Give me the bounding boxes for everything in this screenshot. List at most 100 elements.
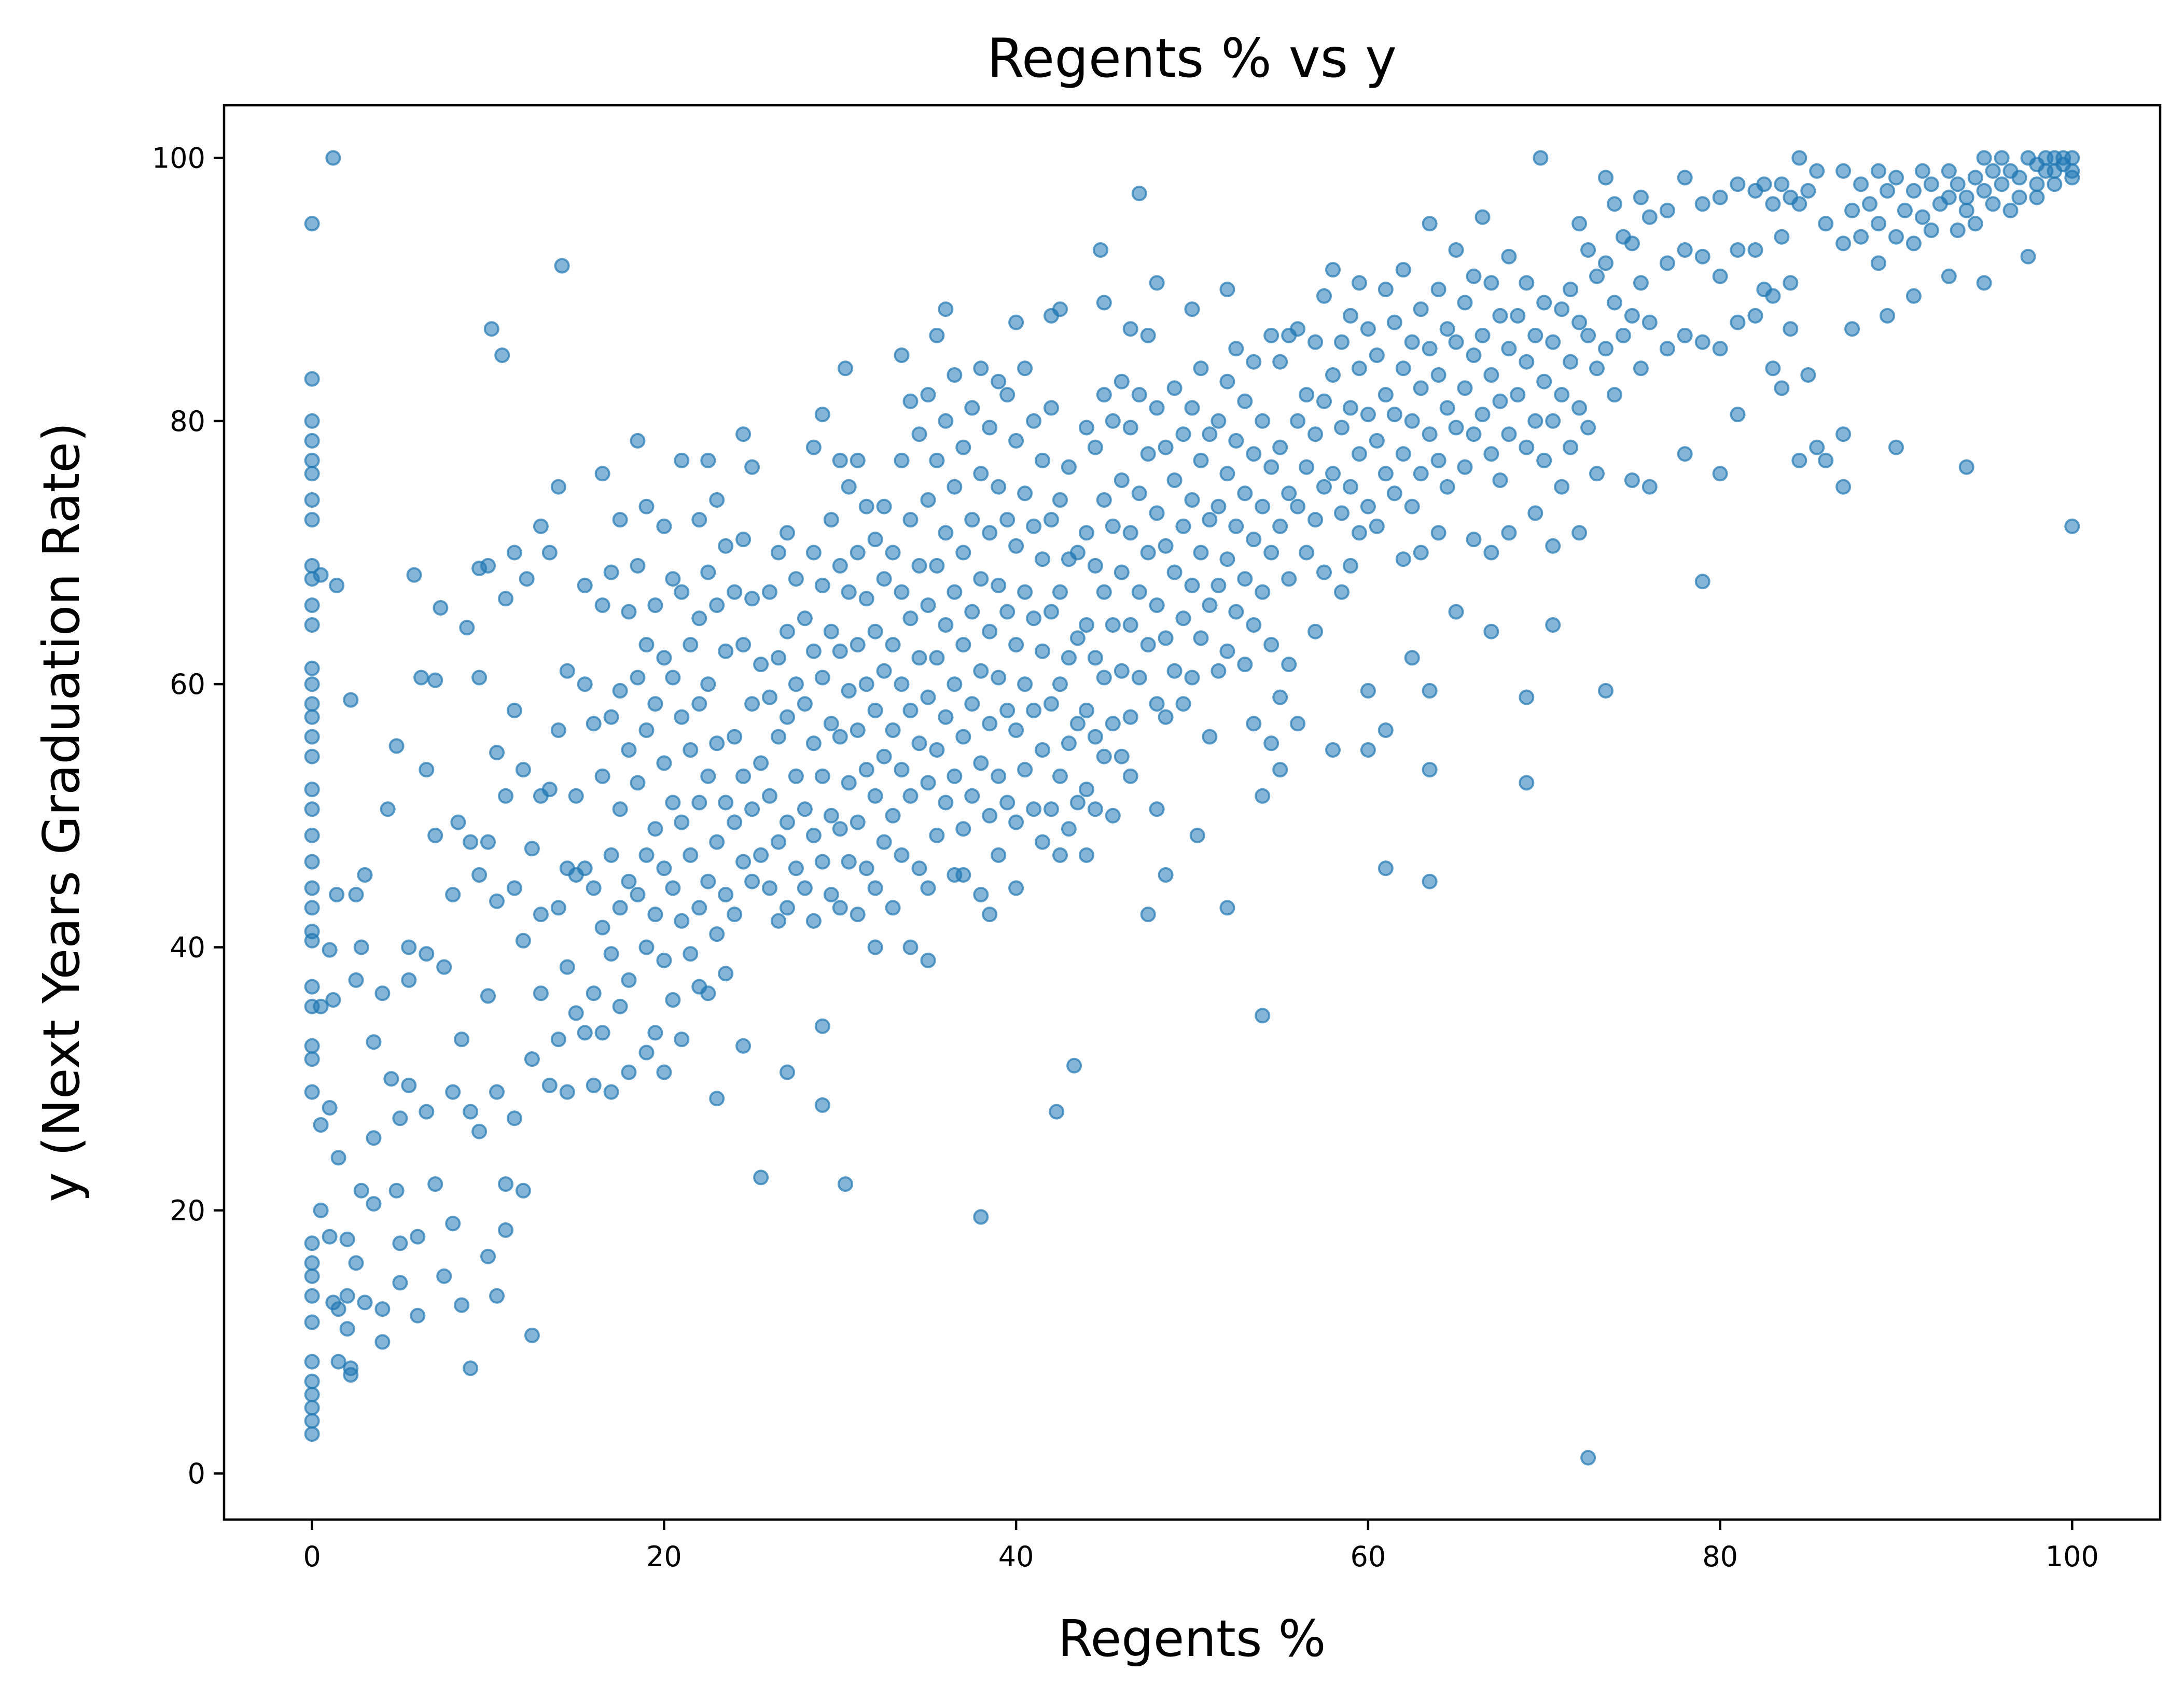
- data-point: [1430, 282, 1446, 298]
- data-point: [1255, 498, 1271, 514]
- data-point: [1149, 597, 1165, 613]
- data-point: [955, 729, 971, 745]
- data-point: [1061, 735, 1077, 751]
- data-point: [938, 709, 954, 725]
- data-point: [885, 722, 901, 738]
- data-point: [1069, 545, 1086, 561]
- data-point: [1791, 150, 1807, 166]
- data-point: [1905, 235, 1922, 252]
- data-point: [1554, 301, 1570, 317]
- data-point: [1527, 413, 1543, 429]
- data-point: [867, 623, 883, 639]
- data-point: [964, 788, 980, 804]
- data-point: [1580, 327, 1596, 343]
- data-point: [1598, 683, 1613, 699]
- data-point: [1290, 498, 1306, 514]
- data-point: [1607, 196, 1622, 212]
- data-point: [1923, 222, 1939, 238]
- data-point: [1712, 466, 1728, 482]
- data-point: [366, 1196, 382, 1212]
- data-point: [427, 827, 443, 843]
- data-point: [858, 498, 874, 514]
- data-point: [433, 600, 449, 616]
- data-point: [1334, 334, 1350, 350]
- data-point: [885, 900, 901, 916]
- data-point: [894, 676, 910, 692]
- data-point: [920, 492, 936, 508]
- data-point: [1554, 479, 1570, 495]
- data-point: [1386, 485, 1402, 502]
- data-point: [1994, 176, 2010, 192]
- data-point: [938, 617, 954, 633]
- data-point: [876, 571, 892, 587]
- data-point: [999, 795, 1016, 811]
- data-point: [410, 1307, 426, 1324]
- data-point: [1430, 367, 1446, 383]
- data-point: [1976, 150, 1992, 166]
- data-point: [1598, 170, 1613, 186]
- data-point: [700, 768, 716, 784]
- data-point: [1747, 308, 1763, 324]
- data-point: [947, 479, 963, 495]
- data-point: [735, 1038, 752, 1054]
- data-point: [867, 702, 883, 718]
- data-point: [1545, 538, 1561, 554]
- data-point: [1747, 242, 1763, 258]
- data-point: [1589, 466, 1605, 482]
- data-point: [1598, 341, 1613, 357]
- data-point: [612, 683, 628, 699]
- data-point: [691, 696, 707, 712]
- data-point: [621, 873, 637, 889]
- data-point: [594, 768, 610, 784]
- data-point: [427, 1176, 443, 1192]
- data-point: [1193, 452, 1209, 468]
- data-point: [1307, 623, 1324, 639]
- data-point: [612, 512, 628, 528]
- data-point: [1448, 334, 1464, 350]
- data-point: [1184, 492, 1200, 508]
- data-point: [727, 584, 743, 600]
- data-point: [1457, 295, 1473, 311]
- data-point: [1211, 413, 1227, 429]
- data-point: [471, 867, 488, 883]
- data-point: [330, 1150, 346, 1166]
- data-point: [1474, 407, 1491, 423]
- y-axis-title: y (Next Years Graduation Rate): [32, 422, 91, 1202]
- data-point: [1783, 321, 1799, 337]
- data-point: [709, 1091, 725, 1107]
- data-point: [1299, 545, 1315, 561]
- data-point: [674, 584, 690, 600]
- data-point: [1069, 716, 1086, 732]
- data-point: [832, 558, 848, 574]
- data-point: [744, 696, 760, 712]
- data-point: [814, 670, 830, 686]
- data-point: [929, 327, 945, 343]
- data-point: [788, 768, 804, 784]
- data-point: [647, 1025, 663, 1041]
- data-point: [1246, 446, 1262, 462]
- data-point: [638, 498, 655, 514]
- data-point: [1166, 564, 1183, 580]
- data-point: [973, 887, 989, 902]
- data-point: [374, 1301, 391, 1317]
- data-point: [727, 814, 743, 830]
- data-point: [480, 834, 496, 850]
- data-point: [858, 591, 874, 607]
- data-point: [911, 558, 927, 574]
- data-point: [1026, 702, 1042, 718]
- data-point: [1044, 512, 1059, 528]
- data-point: [630, 775, 646, 791]
- data-point: [1263, 545, 1279, 561]
- data-point: [1809, 439, 1825, 455]
- data-point: [406, 567, 422, 583]
- data-point: [515, 932, 531, 949]
- data-point: [1888, 229, 1904, 245]
- data-point: [1202, 597, 1218, 613]
- data-point: [709, 834, 725, 850]
- data-point: [1122, 420, 1138, 436]
- y-tick-label: 60: [170, 668, 205, 701]
- data-point: [1659, 202, 1675, 218]
- data-point: [674, 913, 690, 929]
- data-point: [339, 1231, 355, 1247]
- data-point: [1563, 439, 1579, 455]
